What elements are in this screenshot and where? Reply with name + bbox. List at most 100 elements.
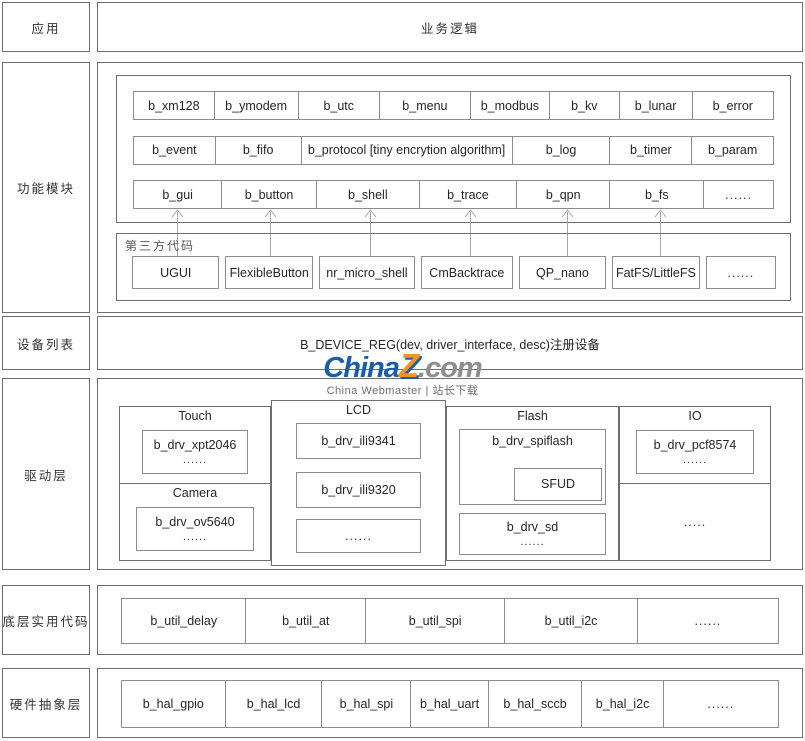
module-box: b_event xyxy=(133,135,216,165)
util-box: b_util_i2c xyxy=(504,598,638,644)
devices-content-box: B_DEVICE_REG(dev, driver_interface, desc… xyxy=(97,316,803,370)
driver-name: b_drv_sd xyxy=(506,519,559,534)
modules-inner-box: b_xm128 b_ymodem b_utc b_menu b_modbus b… xyxy=(116,75,791,223)
driver-group-title: IO xyxy=(688,409,702,423)
hal-box: ...... xyxy=(662,680,779,728)
driver-name: b_drv_spiflash xyxy=(492,434,573,448)
modules-content-box: b_xm128 b_ymodem b_utc b_menu b_modbus b… xyxy=(97,62,803,313)
layer-label-utils: 底层实用代码 xyxy=(2,585,90,655)
driver-box: b_drv_sd ...... xyxy=(459,513,606,555)
hal-row: b_hal_gpio b_hal_lcd b_hal_spi b_hal_uar… xyxy=(121,680,779,728)
driver-more: ...... xyxy=(182,453,208,466)
module-box: ...... xyxy=(703,180,774,209)
layer-label-hal: 硬件抽象层 xyxy=(2,668,90,738)
util-box: ...... xyxy=(636,598,779,644)
util-box: b_util_spi xyxy=(365,598,506,644)
util-box: b_util_delay xyxy=(121,598,247,644)
third-party-lib-box: QP_nano xyxy=(518,256,607,289)
driver-col-io: IO b_drv_pcf8574 ...... ..... xyxy=(619,406,771,561)
module-box: b_qpn xyxy=(515,180,611,209)
module-box: b_button xyxy=(221,180,317,209)
arrow-up-icon xyxy=(264,208,277,258)
driver-name: SFUD xyxy=(540,477,576,492)
third-party-lib-box: nr_micro_shell xyxy=(318,256,415,289)
driver-box: b_drv_ili9341 xyxy=(296,423,421,459)
driver-more: ...... xyxy=(682,453,708,466)
module-box: b_timer xyxy=(609,135,693,165)
arrow-up-icon xyxy=(364,208,377,258)
module-box: b_xm128 xyxy=(133,91,215,120)
module-box: b_fifo xyxy=(214,135,302,165)
driver-group-lcd: LCD b_drv_ili9341 b_drv_ili9320 ...... xyxy=(271,400,446,566)
driver-name: b_drv_pcf8574 xyxy=(653,437,737,452)
modules-row-1: b_xm128 b_ymodem b_utc b_menu b_modbus b… xyxy=(133,91,775,120)
module-box: b_fs xyxy=(609,180,705,209)
layer-label-drivers: 驱动层 xyxy=(2,378,90,570)
driver-name: b_drv_xpt2046 xyxy=(153,437,237,452)
business-logic-label: 业务逻辑 xyxy=(420,21,479,36)
third-party-row: UGUI FlexibleButton nr_micro_shell CmBac… xyxy=(132,256,776,289)
module-box: b_modbus xyxy=(469,91,550,120)
module-box: b_lunar xyxy=(618,91,693,120)
layer-label-devices: 设备列表 xyxy=(2,316,90,370)
driver-group-other: ..... xyxy=(619,483,771,561)
driver-group-title: LCD xyxy=(345,403,371,417)
modules-row-3: b_gui b_button b_shell b_trace b_qpn b_f… xyxy=(133,180,774,209)
util-box: b_util_at xyxy=(245,598,367,644)
module-box: b_kv xyxy=(548,91,620,120)
driver-more: ...... xyxy=(345,528,372,543)
module-box: b_gui xyxy=(133,180,223,209)
driver-group-title: Camera xyxy=(172,486,218,500)
app-content-box: 业务逻辑 xyxy=(97,2,803,52)
driver-more: ...... xyxy=(182,530,208,543)
driver-box: b_drv_pcf8574 ...... xyxy=(636,430,754,474)
module-box: b_error xyxy=(691,91,775,120)
module-box: b_param xyxy=(691,135,774,165)
third-party-lib-box: UGUI xyxy=(132,256,220,289)
module-box: b_utc xyxy=(297,91,380,120)
hal-box: b_hal_i2c xyxy=(581,680,664,728)
driver-box: b_drv_xpt2046 ...... xyxy=(142,430,248,474)
drivers-grid: Touch b_drv_xpt2046 ...... Camera b_drv_… xyxy=(119,400,771,566)
third-party-lib-box: CmBacktrace xyxy=(420,256,513,289)
hal-box: b_hal_gpio xyxy=(121,680,226,728)
driver-group-camera: Camera b_drv_ov5640 ...... xyxy=(119,483,271,561)
third-party-lib-box: ...... xyxy=(705,256,776,289)
hal-box: b_hal_spi xyxy=(321,680,412,728)
device-reg-label: B_DEVICE_REG(dev, driver_interface, desc… xyxy=(300,337,600,352)
driver-box: b_drv_ov5640 ...... xyxy=(136,507,254,551)
hal-box: b_hal_lcd xyxy=(224,680,323,728)
driver-more: ...... xyxy=(520,535,545,548)
arrow-up-icon xyxy=(561,208,574,258)
third-party-label: 第三方代码 xyxy=(125,239,196,253)
driver-name: b_drv_ili9341 xyxy=(321,433,396,448)
driver-group-title: Touch xyxy=(178,409,212,423)
driver-box: ...... xyxy=(296,519,421,553)
driver-name: b_drv_ili9320 xyxy=(321,482,396,497)
layer-label-modules: 功能模块 xyxy=(2,62,90,313)
utils-content-box: b_util_delay b_util_at b_util_spi b_util… xyxy=(97,585,803,655)
module-box: b_ymodem xyxy=(213,91,299,120)
driver-group-io: IO b_drv_pcf8574 ...... xyxy=(619,406,771,484)
drivers-content-box: Touch b_drv_xpt2046 ...... Camera b_drv_… xyxy=(97,378,803,570)
arrow-up-icon xyxy=(654,208,667,258)
modules-row-2: b_event b_fifo b_protocol [tiny encrytio… xyxy=(133,135,774,165)
driver-more: ..... xyxy=(683,515,707,529)
third-party-lib-box: FatFS/LittleFS xyxy=(612,256,700,289)
arrow-up-icon xyxy=(464,208,477,258)
layer-label-app: 应用 xyxy=(2,2,90,52)
arrow-up-icon xyxy=(171,208,184,258)
driver-box: b_drv_ili9320 xyxy=(296,472,421,508)
module-box: b_menu xyxy=(378,91,471,120)
driver-group-flash: Flash b_drv_spiflash SFUD b_drv_sd .....… xyxy=(446,406,619,561)
driver-group-touch: Touch b_drv_xpt2046 ...... xyxy=(119,406,271,484)
driver-box-spiflash: b_drv_spiflash SFUD xyxy=(459,429,606,505)
module-box: b_protocol [tiny encrytion algorithm] xyxy=(300,135,513,165)
third-party-lib-box: FlexibleButton xyxy=(225,256,313,289)
driver-group-title: Flash xyxy=(517,409,548,423)
driver-col-touch-camera: Touch b_drv_xpt2046 ...... Camera b_drv_… xyxy=(119,406,271,561)
module-box: b_trace xyxy=(418,180,517,209)
hal-box: b_hal_sccb xyxy=(487,680,583,728)
utils-row: b_util_delay b_util_at b_util_spi b_util… xyxy=(121,598,779,644)
